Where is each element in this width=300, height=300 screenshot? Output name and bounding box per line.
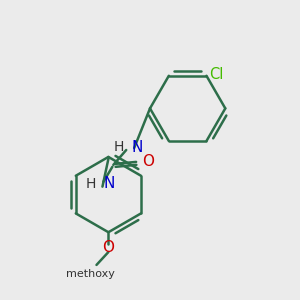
Text: O: O [142,154,154,169]
Text: O: O [102,240,114,255]
Text: N: N [103,176,115,191]
Text: N: N [131,140,142,154]
Text: H: H [114,140,124,154]
Text: Cl: Cl [209,67,224,82]
Text: H: H [85,177,95,191]
Text: methoxy: methoxy [66,269,115,279]
